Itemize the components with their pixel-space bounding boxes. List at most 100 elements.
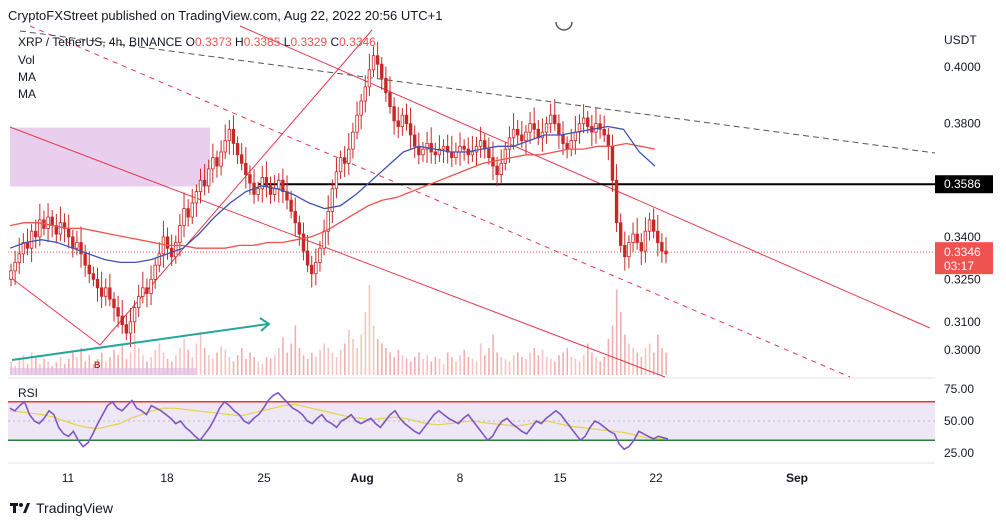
candle-body (631, 233, 635, 243)
volume-bar (434, 357, 437, 375)
volume-bar (574, 358, 577, 375)
trend-arrow-line (11, 323, 269, 361)
volume-bar (624, 334, 626, 375)
candle-body (231, 128, 236, 144)
volume-bar (591, 352, 593, 375)
symbol-name[interactable]: XRP / TetherUS, 4h, BINANCE (18, 35, 183, 49)
volume-bar (554, 361, 556, 375)
current-price-countdown: 03:17 (944, 259, 974, 273)
volume-bar (154, 349, 157, 375)
volume-bar (96, 358, 99, 375)
ohlc-low-label: L (283, 35, 291, 49)
candle-body (17, 253, 21, 263)
candle-body (664, 250, 668, 255)
volume-bar (278, 348, 280, 375)
candle-body (660, 242, 664, 252)
candle-body (46, 216, 50, 229)
candle-body (413, 134, 417, 147)
volume-bar (319, 349, 321, 375)
volume-bar (414, 357, 416, 375)
volume-bar (72, 352, 74, 375)
indicator-vol[interactable]: Vol (18, 53, 35, 67)
volume-bar (67, 358, 70, 375)
candle-body (244, 162, 248, 176)
indicator-ma-1[interactable]: MA (18, 70, 36, 84)
candle-body (297, 222, 302, 235)
volume-bar (199, 331, 202, 375)
volume-bar (88, 355, 91, 375)
volume-bar (615, 289, 618, 375)
wedge-left-line (9, 276, 101, 346)
candle-body (441, 145, 446, 150)
volume-bar (479, 343, 482, 375)
candle-body (334, 171, 339, 190)
volume-bar (496, 352, 499, 375)
candle-body (54, 225, 59, 235)
candle-body (342, 157, 347, 164)
volume-bar (117, 355, 120, 375)
candle-body (235, 143, 240, 156)
volume-bar (294, 325, 297, 375)
volume-bar (549, 358, 552, 375)
volume-bar (298, 348, 301, 375)
volume-bar (290, 343, 293, 375)
candle-body (355, 114, 359, 133)
volume-bar (661, 348, 663, 375)
candle-body (351, 131, 355, 150)
candle-body (50, 216, 54, 226)
volume-bar (566, 348, 569, 375)
candle-body (174, 242, 178, 258)
candle-body (417, 145, 421, 156)
volume-bar (405, 358, 408, 375)
candle-body (573, 131, 578, 142)
candle-body (314, 261, 318, 275)
volume-bar (628, 343, 630, 375)
volume-bar (253, 357, 255, 375)
ohlc-high-value: 0.3385 (243, 35, 281, 49)
ma-blue-line (9, 125, 656, 264)
volume-bar (537, 355, 540, 375)
candle-body (219, 151, 223, 167)
candle-body (215, 157, 219, 167)
candle-body (198, 179, 203, 192)
volume-bar (451, 357, 453, 375)
volume-bar (599, 361, 601, 375)
candle-body (318, 247, 322, 263)
volume-bar (372, 325, 375, 375)
volume-bar (125, 358, 128, 375)
rsi-label[interactable]: RSI (18, 386, 39, 400)
candle-body (507, 137, 512, 150)
wedge-right-line (99, 29, 373, 346)
volume-bar (652, 352, 655, 375)
volume-bar (533, 348, 536, 375)
volume-bar (418, 352, 420, 375)
time-tick-label: Sep (786, 471, 808, 485)
indicator-ma-2[interactable]: MA (18, 87, 36, 101)
candle-body (9, 270, 13, 280)
volume-bar (409, 361, 412, 375)
volume-bar (484, 355, 486, 375)
candle-body (305, 250, 310, 266)
volume-bar (150, 357, 152, 375)
candle-body (239, 154, 244, 164)
volume-bar (611, 325, 614, 375)
candle-body (104, 287, 108, 297)
candle-body (454, 151, 458, 159)
candle-body (165, 236, 170, 249)
volume-bar (331, 352, 334, 375)
volume-bar (644, 348, 647, 375)
volume-bar (327, 348, 330, 375)
candle-body (137, 295, 141, 309)
candle-body (326, 211, 330, 232)
volume-bar (459, 355, 461, 375)
volume-bar (175, 355, 177, 375)
volume-bar (35, 357, 37, 375)
ohlc-close-value: 0.3346 (339, 35, 376, 49)
candle-body (499, 162, 503, 176)
candle-body (293, 211, 297, 224)
volume-bar (463, 349, 466, 375)
volume-bar (208, 355, 210, 375)
volume-bar (30, 352, 33, 375)
tradingview-footer[interactable]: TradingView (10, 500, 113, 516)
candle-body (99, 287, 104, 297)
